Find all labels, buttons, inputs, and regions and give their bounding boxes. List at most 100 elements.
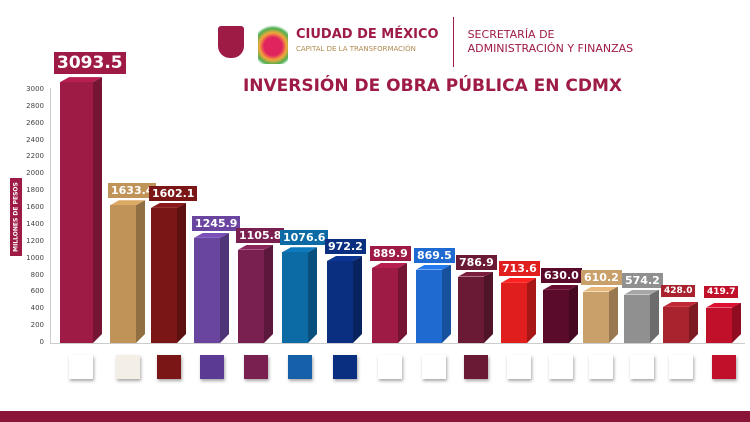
bar-top — [624, 290, 659, 295]
y-tick-label: 2200 — [26, 152, 44, 161]
bar-top — [663, 302, 698, 307]
bar — [501, 282, 527, 343]
bar-top — [543, 285, 578, 290]
divider — [452, 17, 454, 67]
value-label: 610.2 — [581, 269, 622, 285]
category-logo — [463, 355, 488, 379]
y-axis-label: MILLONES DE PESOS — [10, 178, 22, 256]
value-label: 630.0 — [541, 267, 582, 283]
bar-top — [372, 263, 407, 268]
category-logo — [377, 355, 402, 379]
category-logo — [421, 355, 446, 379]
chart-title: INVERSIÓN DE OBRA PÚBLICA EN CDMX — [242, 76, 623, 96]
bar-top — [110, 200, 145, 205]
bar — [327, 261, 353, 343]
cdmx-heart-logo — [258, 20, 288, 64]
bar — [238, 249, 264, 343]
bar — [458, 276, 484, 343]
y-tick-label: 2600 — [26, 118, 44, 127]
bar-top — [327, 256, 362, 261]
bar-side — [136, 200, 145, 343]
bar-side — [398, 263, 407, 343]
bar — [663, 306, 689, 343]
y-tick-label: 2400 — [26, 135, 44, 144]
y-tick-label: 3000 — [26, 85, 44, 93]
category-logo — [506, 355, 531, 379]
y-tick-label: 1600 — [26, 203, 44, 212]
y-tick-label: 1200 — [26, 236, 44, 245]
category-logo — [199, 355, 224, 379]
bar-side — [689, 302, 698, 343]
value-label: 786.9 — [456, 254, 497, 270]
category-logo — [243, 355, 268, 379]
bar-side — [220, 233, 229, 343]
value-label: 869.5 — [414, 247, 455, 263]
y-axis-line — [50, 88, 51, 344]
value-label: 889.9 — [370, 245, 411, 261]
value-label: 428.0 — [661, 284, 696, 297]
city-subtitle: CAPITAL DE LA TRANSFORMACIÓN — [296, 45, 416, 53]
category-logo — [629, 355, 654, 379]
bar-side — [609, 287, 618, 343]
bar-top — [706, 303, 741, 308]
category-logo — [156, 355, 181, 379]
bar-top — [583, 287, 618, 292]
bar-top — [501, 278, 536, 283]
bar-top — [458, 272, 493, 277]
value-label: 1076.6 — [280, 230, 329, 246]
bar-side — [177, 203, 186, 343]
value-label: 713.6 — [499, 260, 540, 276]
cdmx-shield-logo — [218, 26, 244, 58]
y-tick-label: 2000 — [26, 169, 44, 178]
bar — [624, 294, 650, 343]
value-label: 1245.9 — [192, 215, 241, 231]
bar-top — [282, 247, 317, 252]
y-tick-label: 0 — [39, 338, 44, 346]
bar — [372, 267, 398, 343]
bar — [60, 82, 93, 343]
bar-side — [569, 285, 578, 343]
category-logo — [115, 355, 140, 379]
y-tick-label: 1400 — [26, 219, 44, 228]
value-label: 1633.4 — [108, 183, 157, 199]
bar-side — [650, 290, 659, 343]
bar-top — [194, 233, 229, 238]
y-tick-label: 600 — [30, 287, 44, 296]
bar-side — [442, 265, 451, 343]
category-logo — [668, 355, 693, 379]
value-label: 419.7 — [704, 285, 739, 298]
bar-top — [238, 245, 273, 250]
bar — [282, 252, 308, 343]
y-tick-label: 1800 — [26, 186, 44, 195]
y-tick-label: 400 — [30, 304, 44, 313]
y-tick-label: 1000 — [26, 253, 44, 262]
value-label: 972.2 — [325, 239, 366, 254]
category-logo — [711, 355, 736, 379]
bar — [706, 307, 732, 343]
bar-side — [264, 245, 273, 343]
y-tick-label: 200 — [30, 321, 44, 330]
bar-side — [484, 272, 493, 343]
bar-side — [732, 303, 741, 343]
bar — [194, 237, 220, 343]
category-logo — [548, 355, 573, 379]
bar-side — [93, 77, 102, 343]
value-label: 3093.5 — [54, 52, 126, 75]
bar-top — [416, 265, 451, 270]
bar — [416, 269, 442, 343]
bar-side — [527, 278, 536, 343]
bar — [543, 289, 569, 343]
value-label: 1602.1 — [149, 185, 198, 201]
bar-top — [60, 77, 102, 82]
city-name: CIUDAD DE MÉXICO CAPITAL DE LA TRANSFORMA… — [296, 27, 439, 57]
category-logo — [588, 355, 613, 379]
value-label: 1105.8 — [236, 227, 285, 243]
secretaria: SECRETARÍA DE ADMINISTRACIÓN Y FINANZAS — [467, 28, 634, 55]
bar-top — [151, 203, 186, 208]
y-tick-label: 800 — [30, 270, 44, 279]
header: CIUDAD DE MÉXICO CAPITAL DE LA TRANSFORMA… — [218, 14, 633, 70]
y-tick-label: 2800 — [26, 101, 44, 110]
category-logo — [332, 355, 357, 379]
footer-band — [0, 411, 750, 422]
bar — [110, 205, 136, 343]
